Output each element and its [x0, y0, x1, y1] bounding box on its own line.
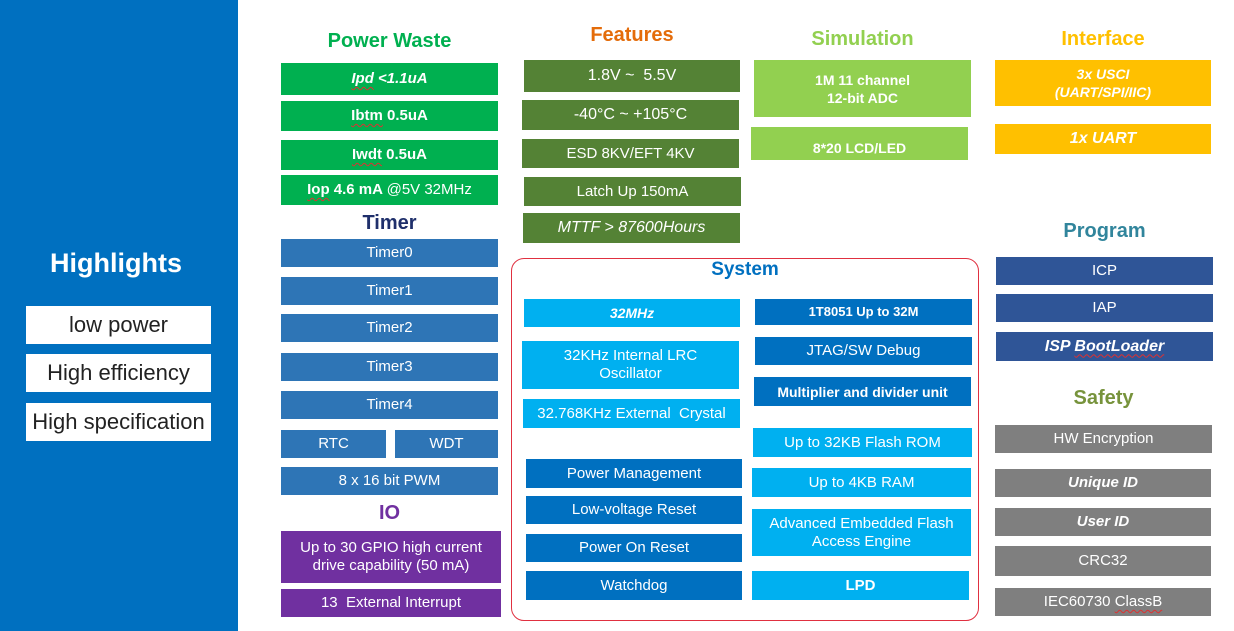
system-low-voltage-reset: Low-voltage Reset [526, 496, 742, 524]
system-lpd: LPD [752, 571, 969, 600]
simulation-lcd: 8*20 LCD/LED [751, 127, 968, 160]
highlight-high-specification: High specification [26, 403, 211, 441]
bootloader-label: BootLoader [1074, 337, 1165, 355]
simulation-adc: 1M 11 channel 12-bit ADC [754, 60, 971, 117]
iop-label: Iop [307, 181, 330, 198]
safety-title: Safety [1073, 387, 1134, 409]
feature-temperature: -40°C ~ +105°C [522, 100, 739, 130]
iop-condition: @5V 32MHz [386, 181, 472, 198]
features-title: Features [590, 24, 674, 46]
timer2: Timer2 [281, 314, 498, 342]
system-watchdog: Watchdog [526, 571, 742, 600]
safety-unique-id: Unique ID [995, 469, 1211, 497]
system-jtag-debug: JTAG/SW Debug [755, 337, 972, 365]
iwdt-label: Iwdt [351, 146, 382, 163]
system-flash-access-engine: Advanced Embedded Flash Access Engine [752, 509, 971, 556]
interface-title: Interface [1061, 28, 1145, 50]
power-ipd: Ipd <1.1uA [281, 63, 498, 95]
timer1: Timer1 [281, 277, 498, 305]
pwm: 8 x 16 bit PWM [281, 467, 498, 495]
feature-latchup: Latch Up 150mA [524, 177, 741, 206]
io-title: IO [378, 502, 401, 524]
power-waste-title: Power Waste [327, 30, 452, 52]
iec-label: IEC60730 [1043, 593, 1115, 610]
timer-title: Timer [362, 212, 417, 234]
iop-value: 4.6 mA [329, 181, 387, 198]
io-gpio: Up to 30 GPIO high current drive capabil… [281, 531, 501, 583]
program-icp: ICP [996, 257, 1213, 285]
classb-label: ClassB [1114, 593, 1163, 610]
iwdt-value: 0.5uA [381, 146, 427, 163]
highlight-low-power: low power [26, 306, 211, 344]
ibtm-label: Ibtm [351, 107, 383, 124]
program-iap: IAP [996, 294, 1213, 322]
system-lrc-oscillator: 32KHz Internal LRC Oscillator [522, 341, 739, 389]
ipd-value: <1.1uA [373, 70, 428, 87]
highlights-panel: Highlights low power High efficiency Hig… [0, 0, 238, 631]
safety-user-id: User ID [995, 508, 1211, 536]
highlights-title: Highlights [50, 248, 182, 278]
timer3: Timer3 [281, 353, 498, 381]
system-power-on-reset: Power On Reset [526, 534, 742, 562]
io-interrupt: 13 External Interrupt [281, 589, 501, 617]
system-1t8051: 1T8051 Up to 32M [755, 299, 972, 325]
isp-label: ISP [1044, 337, 1075, 355]
system-title: System [711, 259, 779, 280]
system-container [511, 258, 979, 621]
feature-voltage: 1.8V ~ 5.5V [524, 60, 740, 92]
program-title: Program [1063, 220, 1146, 242]
safety-crc32: CRC32 [995, 546, 1211, 576]
system-external-crystal: 32.768KHz External Crystal [523, 399, 740, 428]
system-flash-rom: Up to 32KB Flash ROM [753, 428, 972, 457]
power-ibtm: Ibtm 0.5uA [281, 101, 498, 131]
system-32mhz: 32MHz [524, 299, 740, 327]
safety-iec60730: IEC60730 ClassB [995, 588, 1211, 616]
system-power-management: Power Management [526, 459, 742, 488]
timer4: Timer4 [281, 391, 498, 419]
feature-esd: ESD 8KV/EFT 4KV [522, 139, 739, 168]
system-multiplier-divider: Multiplier and divider unit [754, 377, 971, 406]
ibtm-value: 0.5uA [382, 107, 428, 124]
power-iwdt: Iwdt 0.5uA [281, 140, 498, 170]
highlight-high-efficiency: High efficiency [26, 354, 211, 392]
timer0: Timer0 [281, 239, 498, 267]
interface-uart: 1x UART [995, 124, 1211, 154]
rtc: RTC [281, 430, 386, 458]
interface-usci: 3x USCI (UART/SPI/IIC) [995, 60, 1211, 106]
simulation-title: Simulation [811, 28, 914, 50]
feature-mttf: MTTF > 87600Hours [523, 213, 740, 243]
ipd-label: Ipd [351, 70, 374, 87]
system-ram: Up to 4KB RAM [752, 468, 971, 497]
program-isp-bootloader: ISP BootLoader [996, 332, 1213, 361]
power-iop: Iop 4.6 mA @5V 32MHz [281, 175, 498, 205]
wdt: WDT [395, 430, 498, 458]
safety-hw-encryption: HW Encryption [995, 425, 1212, 453]
